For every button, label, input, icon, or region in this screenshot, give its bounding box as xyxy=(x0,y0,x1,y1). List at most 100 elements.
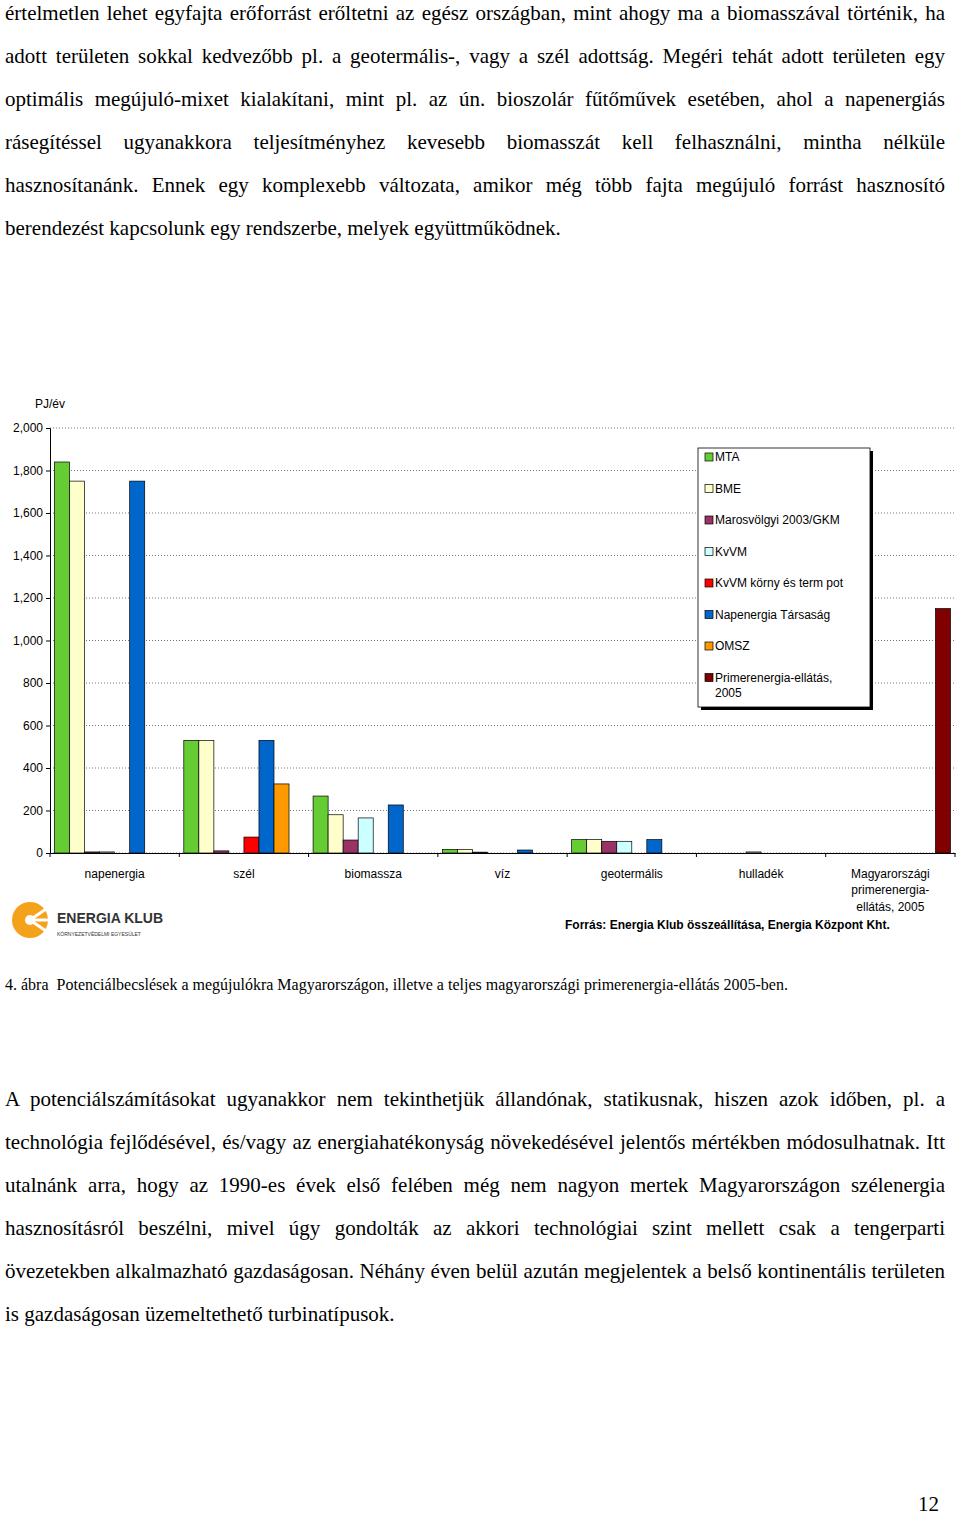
legend-swatch xyxy=(705,611,713,619)
legend-label: KvVM körny és term pot xyxy=(715,576,844,590)
y-tick-mark xyxy=(46,556,50,557)
x-tick-label: víz xyxy=(495,867,510,881)
y-tick-mark xyxy=(46,471,50,472)
legend-label: KvVM xyxy=(715,545,747,559)
bar xyxy=(935,609,950,853)
x-boundary-tick xyxy=(825,853,826,857)
x-boundary-tick xyxy=(308,853,309,857)
y-tick-mark xyxy=(46,683,50,684)
logo xyxy=(12,902,52,938)
bar xyxy=(442,849,457,853)
legend-label: MTA xyxy=(715,450,739,464)
y-tick-label: 1,000 xyxy=(13,634,43,648)
x-tick: szél xyxy=(233,853,254,881)
x-tick-label: biomassza xyxy=(345,867,403,881)
y-tick-mark xyxy=(46,428,50,429)
grid-line xyxy=(50,428,955,429)
bar xyxy=(130,481,145,853)
bar xyxy=(244,837,259,853)
x-tick: víz xyxy=(495,853,510,881)
y-tick-mark xyxy=(46,598,50,599)
x-boundary-tick xyxy=(50,853,51,857)
legend-label: Marosvölgyi 2003/GKM xyxy=(715,513,840,527)
legend-label: OMSZ xyxy=(715,639,750,653)
y-tick-label: 200 xyxy=(23,804,43,818)
bar xyxy=(214,851,229,853)
legend-swatch xyxy=(705,548,713,556)
grid-line xyxy=(50,725,955,726)
page-number: 12 xyxy=(918,1492,939,1517)
x-tick: geotermális xyxy=(601,853,663,881)
y-tick-label: 1,200 xyxy=(13,591,43,605)
bar xyxy=(199,740,214,853)
legend-swatch xyxy=(705,579,713,587)
bar xyxy=(358,818,373,853)
y-tick-mark xyxy=(46,768,50,769)
y-tick: 600 xyxy=(23,719,50,733)
x-tick-label: szél xyxy=(233,867,254,881)
x-tick: Magyarországiprimerenergia-ellátás, 2005 xyxy=(851,853,930,914)
legend-swatch xyxy=(705,642,713,650)
y-tick: 0 xyxy=(36,846,50,860)
bar xyxy=(617,841,632,853)
y-tick-mark xyxy=(46,726,50,727)
logo-name: ENERGIA KLUB xyxy=(57,910,163,926)
bar xyxy=(746,852,761,853)
x-boundary-tick xyxy=(567,853,568,857)
y-axis-title: PJ/év xyxy=(35,397,65,411)
y-tick: 200 xyxy=(23,804,50,818)
bar xyxy=(85,852,100,853)
bar xyxy=(259,740,274,853)
y-tick: 800 xyxy=(23,676,50,690)
x-boundary-tick xyxy=(179,853,180,857)
y-tick: 1,000 xyxy=(13,634,50,648)
x-boundary-tick xyxy=(696,853,697,857)
y-tick: 400 xyxy=(23,761,50,775)
x-boundary-ticks xyxy=(50,853,955,857)
y-tick: 1,800 xyxy=(13,464,50,478)
logo-subtitle: KÖRNYEZETVÉDELMI EGYESÜLET xyxy=(57,931,141,937)
x-boundary-tick xyxy=(955,853,956,857)
bar xyxy=(602,841,617,853)
bar xyxy=(572,840,587,853)
x-tick: hulladék xyxy=(739,853,785,881)
y-axis: 0 200 400 600 800 1,000 1,200 1,400 1,600 1,800 2,… xyxy=(13,421,51,860)
logo-icon-core xyxy=(25,915,35,925)
bar xyxy=(647,840,662,853)
x-axis-line xyxy=(51,853,956,854)
bar xyxy=(587,840,602,853)
legend: MTA BME Marosvölgyi 2003/GKM KvVM KvVM körny… xyxy=(698,448,873,710)
y-tick: 2,000 xyxy=(13,421,50,435)
bar xyxy=(70,481,85,853)
legend-label: Napenergia Társaság xyxy=(715,608,830,622)
y-tick-mark xyxy=(46,853,50,854)
legend-swatch xyxy=(705,485,713,493)
y-tick-mark xyxy=(46,641,50,642)
bar xyxy=(472,852,487,853)
bar xyxy=(100,852,115,853)
caption: 4. ábra Potenciálbecslések a megújulókra… xyxy=(5,976,788,994)
y-axis-line xyxy=(46,429,51,854)
legend-swatch xyxy=(705,453,713,461)
y-tick: 1,400 xyxy=(13,549,50,563)
y-tick-label: 0 xyxy=(36,846,43,860)
legend-swatch xyxy=(705,516,713,524)
bar xyxy=(55,462,70,853)
y-tick: 1,200 xyxy=(13,591,50,605)
y-tick-label: 400 xyxy=(23,761,43,775)
x-tick-label: geotermális xyxy=(601,867,663,881)
legend-label: Primerenergia-ellátás,2005 xyxy=(715,671,832,700)
bar xyxy=(388,805,403,853)
bar xyxy=(343,840,358,853)
y-tick-label: 800 xyxy=(23,676,43,690)
bar xyxy=(457,849,472,853)
y-tick-label: 1,600 xyxy=(13,506,43,520)
y-tick-label: 1,400 xyxy=(13,549,43,563)
bar xyxy=(328,815,343,853)
x-axis: napenergiaszélbiomasszavízgeotermálishul… xyxy=(51,853,956,914)
paragraph: A potenciálszámításokat ugyanakkor nem t… xyxy=(5,1078,945,1336)
y-tick-label: 600 xyxy=(23,719,43,733)
x-tick-label: hulladék xyxy=(739,867,785,881)
bar xyxy=(184,740,199,853)
legend-label: BME xyxy=(715,482,741,496)
